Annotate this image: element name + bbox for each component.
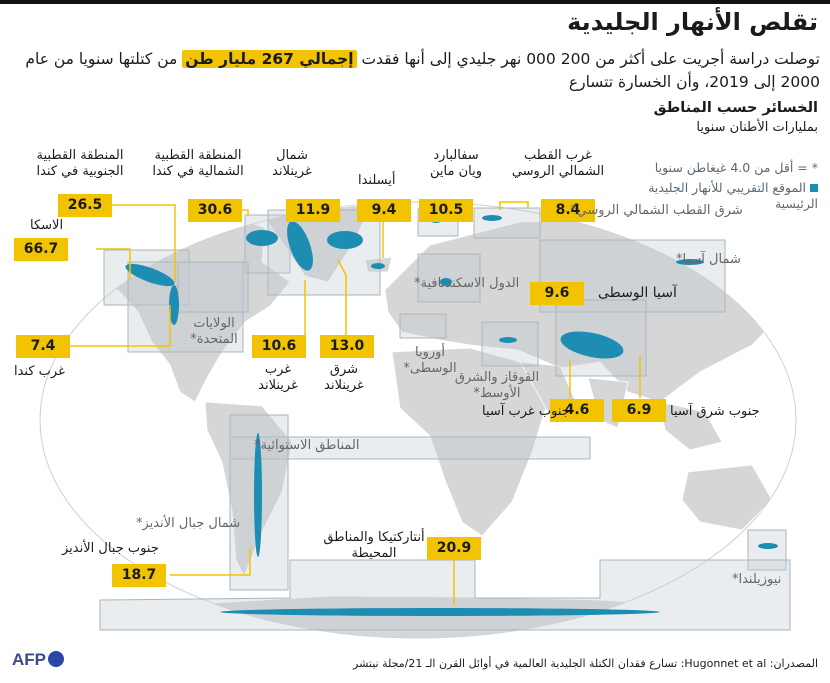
badge-west-canada: 7.4: [16, 335, 70, 358]
label-svalbard: سفالبارد ويان ماين: [430, 148, 482, 179]
badge-russian-arctic: 8.4: [541, 199, 595, 222]
label-north-andes: شمال جبال الأنديز*: [136, 516, 241, 531]
label-antarctic: أنتاركتيكا والمناطق المحيطة: [323, 530, 425, 561]
glacier-himalaya: [560, 331, 624, 359]
label-caucasus: القوقاز والشرق الأوسط*: [454, 370, 540, 401]
glacier-scandinavia: [440, 278, 452, 286]
badge-north-greenland: 11.9: [286, 199, 340, 222]
label-east-greenland: شرق غرينلاند: [324, 362, 364, 393]
box-russian-arctic: [473, 207, 541, 239]
box-central-europe: [399, 313, 447, 339]
badge-antarctic: 20.9: [427, 537, 481, 560]
intro-text: توصلت دراسة أجريت على أكثر من 200 000 نه…: [8, 48, 820, 94]
badge-west-greenland: 10.6: [252, 335, 306, 358]
badge-south-andes: 18.7: [112, 564, 166, 587]
glacier-russian-arctic: [482, 215, 502, 221]
label-scandinavia: الدول الاسكندنافية*: [414, 276, 520, 291]
australia-land: [681, 464, 773, 531]
afp-logo: AFP: [12, 650, 64, 670]
label-south-west-asia: جنوب غرب آسيا: [482, 404, 570, 419]
box-arctic-south: [177, 261, 249, 313]
badge-south-east-asia: 6.9: [612, 399, 666, 422]
leader-east-greenland: [337, 259, 347, 336]
badge-arctic-south: 26.5: [58, 194, 112, 217]
label-west-canada: غرب كندا: [14, 364, 65, 379]
intro-highlight: إجمالي 267 مليار طن: [182, 50, 357, 68]
glacier-iceland: [371, 263, 385, 269]
leader-south-andes: [170, 548, 251, 576]
label-low-latitudes: المناطق الاستوائية*: [254, 438, 360, 453]
page-title: تقلص الأنهار الجليدية: [567, 8, 818, 36]
badge-iceland: 9.4: [357, 199, 411, 222]
leader-arctic-south: [112, 204, 176, 282]
glacier-swatch-icon: [810, 184, 818, 192]
afp-dot-icon: [48, 651, 64, 667]
legend: * = أقل من 4.0 غيغاطن سنويا الموقع التقر…: [608, 160, 818, 216]
brand-text: AFP: [12, 650, 46, 669]
box-caucasus: [481, 321, 539, 367]
glacier-alaska: [125, 263, 175, 287]
box-new-zealand: [747, 529, 787, 571]
label-iceland: أيسلندا: [358, 173, 396, 188]
leader-alaska: [96, 248, 131, 280]
box-scandinavia: [417, 253, 481, 303]
box-greenland: [267, 209, 381, 296]
intro-part-1: توصلت دراسة أجريت على أكثر من 200 000 نه…: [361, 50, 820, 68]
legend-footnote: * = أقل من 4.0 غيغاطن سنويا: [654, 160, 818, 175]
label-west-greenland: غرب غرينلاند: [258, 362, 298, 393]
leader-west-canada: [70, 305, 171, 347]
glacier-caucasus: [499, 337, 517, 343]
glacier-new-zealand: [758, 543, 778, 549]
label-russian-arctic: غرب القطب الشمالي الروسي: [511, 148, 605, 179]
badge-svalbard: 10.5: [419, 199, 473, 222]
south-america-land: [204, 401, 293, 577]
badge-arctic-north: 30.6: [188, 199, 242, 222]
section-heading: الخسائر حسب المناطق: [653, 100, 818, 116]
label-south-east-asia: جنوب شرق آسيا: [670, 404, 760, 419]
glacier-greenland-west: [287, 221, 313, 271]
label-north-greenland: شمال غرينلاند: [272, 148, 312, 179]
label-usa: الولايات المتحدة*: [190, 316, 238, 347]
label-new-zealand: نيوزيلندا*: [732, 572, 782, 587]
glacier-antarctic: [220, 608, 660, 616]
glacier-arctic-canada: [246, 230, 278, 246]
glacier-west-canada: [169, 285, 179, 325]
glacier-markers: [125, 215, 778, 616]
leader-russian-arctic: [499, 201, 529, 210]
label-central-asia: آسيا الوسطى: [598, 285, 677, 301]
africa-land: [391, 347, 549, 537]
unit-label: بمليارات الأطنان سنويا: [696, 120, 818, 135]
label-arctic-north: المنطقة القطبية الشمالية في كندا: [152, 148, 244, 179]
badge-east-greenland: 13.0: [320, 335, 374, 358]
label-alaska: الاسكا: [30, 218, 64, 233]
badge-alaska: 66.7: [14, 238, 68, 261]
badge-south-west-asia: 4.6: [550, 399, 604, 422]
legend-location: الموقع التقريبي للأنهار الجليدية الرئيسي…: [648, 180, 818, 211]
label-north-asia: شمال آسيا*: [676, 252, 741, 267]
glacier-north-asia: [676, 259, 704, 265]
label-east-russian-arctic: شرق القطب الشمالي الروسي*: [570, 203, 743, 218]
leader-arctic-north: [242, 209, 249, 216]
label-south-andes: جنوب جبال الأنديز: [62, 541, 159, 556]
intro-part-2: من كتلتها سنويا من عام 2000 إلى 2019، وأ…: [25, 50, 820, 91]
top-rule: [0, 0, 830, 4]
south-east-asia-land: [659, 401, 723, 451]
legend-location-row: الموقع التقريبي للأنهار الجليدية الرئيسي…: [608, 180, 818, 212]
glacier-andes: [254, 433, 262, 557]
label-arctic-south: المنطقة القطبية الجنوبية في كندا: [36, 148, 124, 179]
badge-central-asia: 9.6: [530, 282, 584, 305]
label-central-europe: أوروبا الوسطى*: [403, 345, 457, 376]
source-footer: المصدران: Hugonnet et al: تسارع فقدان ال…: [353, 657, 818, 670]
glacier-greenland-east: [327, 231, 363, 249]
